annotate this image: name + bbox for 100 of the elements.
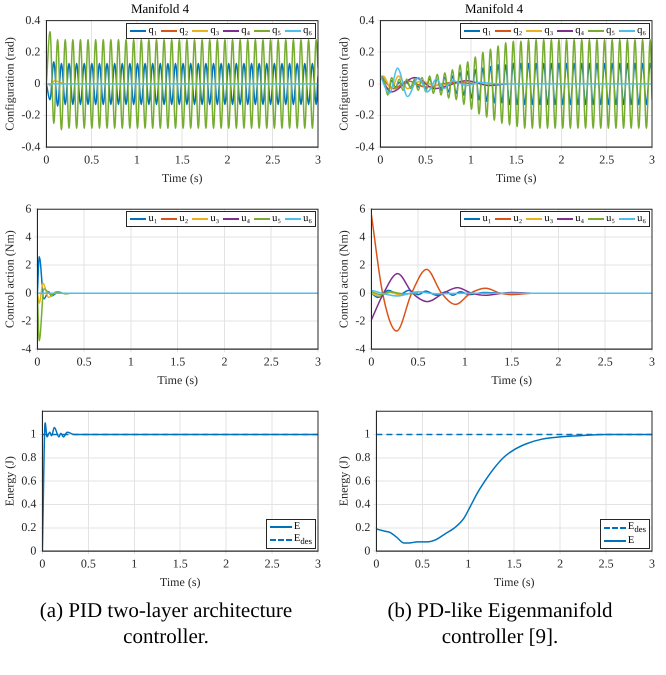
x-tick-label: 1 <box>462 354 468 369</box>
y-tick-label: 0.8 <box>21 450 36 464</box>
y-tick-label: 0.4 <box>355 496 370 511</box>
legend-label: E$_{des}$ <box>628 521 646 536</box>
text: (a) PID two-layer architecture controller. <box>38 597 294 649</box>
x-tick-label: 0.5 <box>418 152 434 167</box>
y-tick-label: -4 <box>355 341 366 356</box>
x-tick-label: 1.5 <box>508 152 524 167</box>
y-tick-label: 4 <box>359 229 366 244</box>
x-tick-label: 1 <box>134 152 140 167</box>
line-series <box>380 75 508 93</box>
y-tick-label: 0.4 <box>359 12 374 27</box>
x-tick-label: 2 <box>557 556 564 571</box>
x-tick-label: 0.5 <box>84 152 100 167</box>
line-series <box>46 60 318 107</box>
y-tick-label: 1 <box>30 426 36 441</box>
x-tick-label: 2.5 <box>599 152 614 167</box>
x-tick-label: 3 <box>649 556 655 571</box>
legend-label: u₅ <box>272 213 282 226</box>
x-tick-label: 0 <box>377 152 384 167</box>
y-tick-label: 0 <box>25 285 32 300</box>
y-tick-label: -0.4 <box>21 139 40 154</box>
text: (b) PD-like Eigenmanifold controller [9]. <box>386 597 614 649</box>
x-tick-label: 1 <box>128 354 134 369</box>
y-tick-label: 0.2 <box>355 520 370 534</box>
x-tick-label: 1.5 <box>170 354 186 369</box>
legend-label: q₄ <box>241 24 250 37</box>
y-tick-label: 0.6 <box>355 473 370 488</box>
line-series <box>37 256 57 300</box>
y-tick-label: 6 <box>359 201 366 216</box>
x-tick-label: 2 <box>555 354 562 369</box>
legend-label: q₂ <box>179 24 188 37</box>
legend-label: E <box>294 521 300 534</box>
legend-label: q₃ <box>210 24 220 37</box>
legend-label: u₃ <box>210 213 220 226</box>
y-tick-label: 0 <box>30 543 36 558</box>
y-tick-label: 0 <box>364 543 370 558</box>
x-tick-label: 3 <box>315 152 321 167</box>
y-axis-title: Control action (Nm) <box>336 230 350 328</box>
legend-label: u₃ <box>544 213 554 226</box>
legend-label: u₅ <box>606 213 616 226</box>
y-tick-label: 0.2 <box>21 520 36 534</box>
legend-label: u₁ <box>148 213 158 226</box>
x-tick-label: 1 <box>465 556 472 571</box>
x-tick-label: 2.5 <box>265 152 280 167</box>
y-tick-label: 6 <box>25 201 32 216</box>
y-tick-label: 1 <box>364 426 370 441</box>
x-tick-label: 3 <box>649 152 655 167</box>
x-tick-label: 1.5 <box>174 152 190 167</box>
x-tick-label: 1.5 <box>506 556 522 571</box>
y-tick-label: -0.4 <box>355 139 374 154</box>
x-axis-title: Time (s) <box>162 170 202 185</box>
legend-label: u₄ <box>241 213 250 226</box>
y-tick-label: -2 <box>355 313 366 328</box>
x-tick-label: 2.5 <box>264 556 280 571</box>
chart-title: Manifold 4 <box>464 1 524 16</box>
legend-label: q₆ <box>637 24 646 37</box>
x-tick-label: 2 <box>558 152 564 167</box>
chart-title: Manifold 4 <box>130 1 190 16</box>
y-tick-label: 0.2 <box>359 44 374 58</box>
y-tick-label: 0.6 <box>21 473 36 488</box>
legend-label: q₁ <box>148 24 158 37</box>
x-tick-label: 2.5 <box>598 354 613 369</box>
x-tick-label: 1.5 <box>504 354 520 369</box>
legend-label: u₄ <box>575 213 584 226</box>
legend-label: u₆ <box>303 213 312 226</box>
y-tick-label: -0.2 <box>355 108 374 122</box>
x-tick-label: 1 <box>468 152 474 167</box>
y-tick-label: 0.4 <box>25 12 40 27</box>
legend-label: q₁ <box>482 24 492 37</box>
legend-label: q₅ <box>606 24 616 37</box>
x-tick-label: 3 <box>315 556 321 571</box>
x-tick-label: 0 <box>43 152 50 167</box>
line-series <box>380 67 652 98</box>
y-tick-label: 0 <box>368 76 374 90</box>
y-tick-label: 2 <box>359 257 366 272</box>
legend-label: q₂ <box>513 24 522 37</box>
legend-label: u₂ <box>513 213 522 226</box>
y-axis-title: Energy (J) <box>2 456 16 506</box>
x-axis-title: Time (s) <box>496 170 536 185</box>
x-axis-title: Time (s) <box>494 574 534 589</box>
y-axis-title: Configuration (rad) <box>2 37 16 131</box>
y-tick-label: 0.4 <box>21 496 36 511</box>
x-tick-label: 3 <box>649 354 655 369</box>
legend-label: E$_{des}$ <box>294 533 312 548</box>
x-tick-label: 3 <box>315 354 321 369</box>
legend-label: q₅ <box>272 24 282 37</box>
legend-label: E <box>628 535 634 548</box>
legend-label: u₆ <box>637 213 646 226</box>
x-tick-label: 0.5 <box>76 354 92 369</box>
x-tick-label: 2.5 <box>264 354 279 369</box>
y-tick-label: 0.8 <box>355 450 370 464</box>
y-tick-label: 2 <box>25 257 32 272</box>
legend-label: q₆ <box>303 24 312 37</box>
x-axis-title: Time (s) <box>157 372 198 387</box>
x-axis-title: Time (s) <box>491 372 532 387</box>
y-axis-title: Energy (J) <box>336 456 350 506</box>
line-series <box>380 38 652 129</box>
x-tick-label: 2 <box>224 152 230 167</box>
x-tick-label: 1 <box>131 556 138 571</box>
